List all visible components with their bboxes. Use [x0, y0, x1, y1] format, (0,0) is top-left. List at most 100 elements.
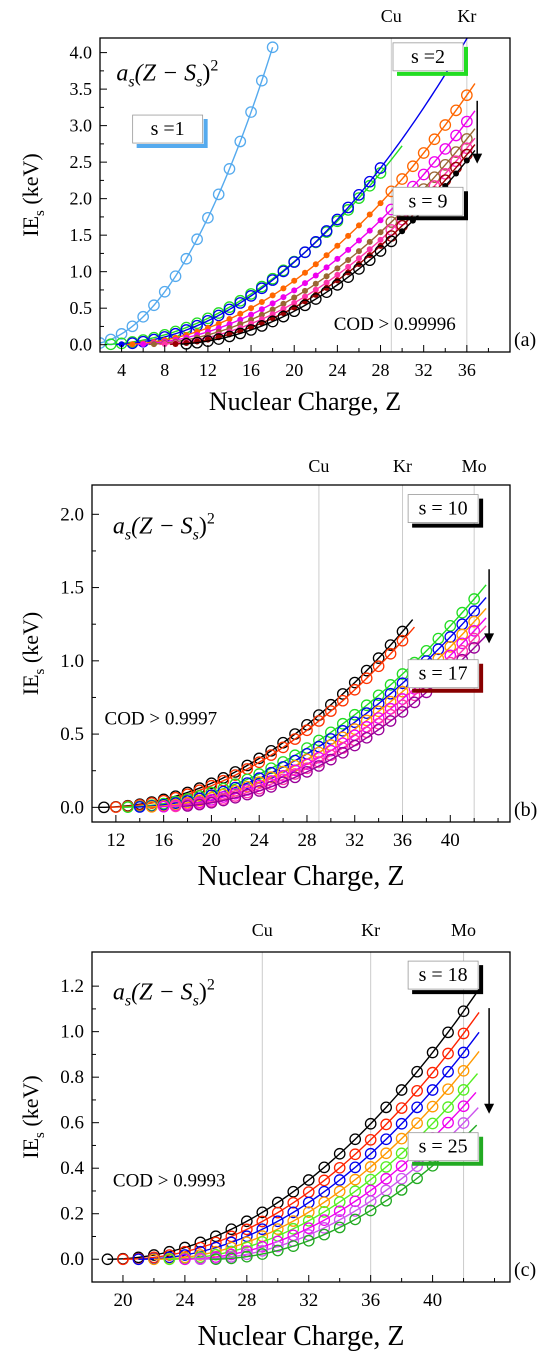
panel-c-point-s19-z33: [318, 1174, 331, 1187]
panel-c-x-tick-label: 24: [175, 1290, 195, 1311]
panel-a-point-s5-z23: [323, 264, 330, 271]
panel-b-formula: as(Z − Ss)2: [113, 510, 215, 543]
panel-b-point-s10-z25: [265, 744, 277, 757]
panel-c-element-label-Mo: Mo: [451, 920, 476, 940]
panel-a-point-s4-z31: [407, 160, 419, 173]
panel-a-formula-sub1: s: [128, 74, 134, 91]
panel-a-formula: as(Z − Ss)2: [116, 58, 218, 91]
panel-b-cod-text: COD > 0.9997: [105, 708, 218, 729]
panel-b-point-s11-z30: [325, 705, 337, 717]
panel-b-point-s13-z39: [432, 643, 445, 656]
panel-a-point-s4-z20: [291, 277, 298, 284]
panel-a-point-s9-z36: [463, 157, 470, 164]
panel-a-x-tick-label: 12: [199, 360, 217, 380]
panel-b-point-s17-z37: [408, 696, 421, 709]
panel-b-formula-mid: (Z − S: [131, 513, 193, 539]
panel-c-point-s18-z28: [240, 1215, 253, 1228]
panel-b-point-s17-z22: [229, 791, 242, 804]
panel-a-point-s3-z18: [266, 274, 279, 286]
panel-c-formula-mid: (Z − S: [131, 980, 193, 1006]
panel-a-point-s7-z22: [312, 286, 319, 293]
panel-c-formula: as(Z − Ss)2: [113, 977, 215, 1010]
panel-c-point-s19-z36: [364, 1133, 377, 1146]
panel-a-point-s8-z9: [172, 341, 179, 348]
panel-c-point-s18-z38: [395, 1084, 408, 1096]
panel-b-point-s13-z33: [360, 707, 373, 720]
panel-c-plot-frame: [91, 951, 511, 1283]
panel-b-point-s11-z34: [372, 660, 385, 673]
panel-c-point-s25-z32: [302, 1234, 315, 1247]
panel-c-point-s21-z40: [426, 1100, 439, 1113]
panel-c-point-s19-z41: [442, 1047, 454, 1060]
panel-a-legend-extra-label: s =1: [151, 118, 185, 140]
panel-a-point-s4-z34: [439, 119, 452, 131]
panel-c-point-s20-z41: [442, 1065, 454, 1078]
panel-a-point-s4-z15: [237, 310, 244, 317]
panel-b-point-s12-z31: [336, 717, 349, 730]
panel-b-point-s14-z34: [372, 705, 385, 718]
panel-c-point-s25-z29: [256, 1248, 269, 1260]
panel-b-y-tick-label: 2.0: [60, 504, 84, 525]
panel-b-point-s11-z27: [289, 733, 301, 745]
panel-a-point-s1-z16: [245, 106, 257, 118]
panel-c-point-s23-z42: [457, 1100, 470, 1113]
panel-c-point-s21-z42: [457, 1064, 470, 1077]
panel-c-point-s22-z33: [318, 1206, 331, 1218]
panel-a-point-s3-z26: [353, 188, 365, 201]
panel-c-point-s20-z31: [287, 1206, 300, 1219]
panel-c-point-s19-z29: [256, 1215, 269, 1228]
panel-a-point-s4-z33: [428, 133, 441, 146]
panel-b-point-s10-z33: [360, 664, 373, 677]
panel-b-point-s13-z35: [384, 687, 397, 700]
panel-b-y-axis-label: IEs (keV): [18, 612, 48, 695]
panel-b-formula-sub1: s: [125, 526, 131, 543]
panel-b-point-s14-z25: [265, 771, 277, 783]
panel-a-order-arrow-head: [472, 153, 483, 164]
panel-b-x-axis-label: Nuclear Charge, Z: [197, 861, 404, 892]
panel-c-point-s18-z27: [225, 1223, 238, 1236]
panel-c-point-s19-z34: [333, 1161, 346, 1174]
panel-a-point-s1-z15: [234, 135, 247, 148]
panel-c-point-s23-z29: [256, 1240, 269, 1253]
panel-b-point-s10-z36: [396, 625, 409, 638]
panel-c-point-s25-z26: [210, 1253, 222, 1266]
panel-b-point-s14-z41: [456, 628, 469, 641]
panel-a-point-s5-z19: [280, 294, 287, 301]
panel-b-point-s17-z42: [468, 642, 481, 654]
panel-c-point-s20-z40: [426, 1084, 439, 1096]
panel-a-point-s5-z33: [428, 156, 441, 168]
panel-c-legend-top-swatch: [412, 965, 484, 995]
panel-a-point-s7-z26: [355, 255, 362, 262]
panel-c-point-s20-z21: [132, 1253, 145, 1266]
panel-a-x-tick-label: 36: [458, 360, 476, 380]
panel-c-point-s21-z22: [148, 1253, 160, 1266]
panel-b-point-s12-z40: [444, 619, 457, 632]
panel-a-point-s6-z7: [150, 341, 157, 348]
panel-c-point-s23-z41: [442, 1116, 454, 1129]
panel-a-point-s7-z28: [377, 236, 384, 243]
panel-c-formula-a: a: [113, 980, 125, 1006]
panel-c-element-label-Kr: Kr: [361, 920, 380, 940]
panel-b-point-s12-z30: [325, 726, 337, 739]
panel-b-point-s12-z35: [384, 679, 397, 691]
panel-b-point-s13-z23: [241, 777, 254, 789]
panel-c-point-s23-z33: [318, 1214, 331, 1226]
panel-c-point-s22-z28: [240, 1241, 253, 1254]
panel-a-plot-frame: [99, 37, 511, 353]
panel-b-formula-close: ): [199, 513, 207, 539]
panel-a-point-s6-z35: [450, 146, 462, 158]
panel-c-point-s19-z35: [349, 1148, 362, 1161]
panel-a-formula-mid: (Z − S: [135, 61, 197, 87]
panel-a-point-s1-z6: [137, 310, 150, 323]
panel-b-element-label-Cu: Cu: [308, 456, 329, 476]
panel-c-legend-bottom-swatch: [412, 1136, 484, 1166]
panel-c-point-s22-z38: [395, 1147, 408, 1160]
panel-c-fit-curve-s18: [107, 988, 480, 1260]
panel-b-point-s10-z35: [384, 639, 397, 651]
panel-c-point-s24-z34: [333, 1214, 346, 1226]
panel-a-point-s6-z18: [269, 306, 276, 313]
panel-c-point-s24-z30: [271, 1240, 284, 1253]
panel-c-point-s20-z38: [395, 1117, 408, 1130]
panel-c-point-s18-z36: [364, 1117, 377, 1130]
panel-c-y-tick-label: 0.2: [60, 1204, 84, 1225]
